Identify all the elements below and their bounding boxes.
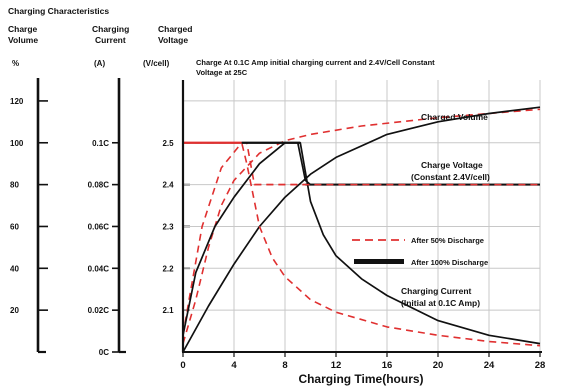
- current-axis-tick-label: 0.06C: [88, 222, 110, 231]
- voltage-axis-header-line2: Voltage: [158, 35, 188, 45]
- voltage-axis-tick-label: 2.4: [162, 181, 174, 190]
- voltage-axis-tick-label: 2.2: [162, 264, 174, 273]
- x-axis-tick-label: 8: [282, 360, 287, 371]
- charging-current-label: Charging Current: [401, 286, 472, 296]
- series-line-charged-volume-50pct: [182, 108, 541, 344]
- chart-annotation-line1: Charge At 0.1C Amp initial charging curr…: [196, 58, 435, 67]
- volume-axis-tick-label: 120: [10, 97, 24, 106]
- current-axis-header-line1: Charging: [92, 24, 129, 34]
- legend-swatch-100-discharge: [354, 259, 404, 264]
- charge-voltage-sublabel: (Constant 2.4V/cell): [411, 172, 490, 182]
- volume-axis-tick-label: 60: [10, 222, 19, 231]
- x-axis-tick-label: 12: [331, 360, 342, 371]
- volume-axis-header-line1: Charge: [8, 24, 38, 34]
- volume-axis-unit: %: [12, 59, 19, 68]
- current-axis-unit: (A): [94, 59, 105, 68]
- charge-voltage-label: Charge Voltage: [421, 160, 483, 170]
- volume-axis-tick-label: 20: [10, 306, 19, 315]
- volume-axis-tick-label: 40: [10, 264, 19, 273]
- volume-axis-header-line2: Volume: [8, 35, 38, 45]
- volume-axis-tick-label: 100: [10, 139, 24, 148]
- series-layer: [182, 106, 541, 353]
- x-axis-tick-label: 16: [382, 360, 393, 371]
- chart-annotation-line2: Voltage at 25C: [196, 68, 248, 77]
- voltage-axis-tick-label: 2.3: [162, 222, 174, 231]
- current-axis-header-line2: Current: [95, 35, 126, 45]
- x-axis-tick-label: 24: [484, 360, 495, 371]
- voltage-axis-tick-label: 2.1: [162, 306, 174, 315]
- x-axis-label: Charging Time(hours): [298, 372, 423, 386]
- series-line-charging-current-50pct: [183, 142, 541, 347]
- charged-volume-label: Charged Volume: [421, 112, 488, 122]
- x-axis-tick-label: 4: [231, 360, 237, 371]
- current-axis-tick-label: 0C: [99, 348, 109, 357]
- legend-label-100-discharge: After 100% Discharge: [411, 258, 488, 267]
- series-line-charged-volume-100pct: [182, 106, 541, 353]
- current-axis-tick-label: 0.1C: [92, 139, 109, 148]
- x-axis-tick-label: 28: [535, 360, 546, 371]
- voltage-axis-unit: (V/cell): [143, 59, 170, 68]
- chart-title: Charging Characteristics: [8, 6, 109, 16]
- voltage-axis-header-line1: Charged: [158, 24, 192, 34]
- current-axis-tick-label: 0.08C: [88, 181, 110, 190]
- current-axis-tick-label: 0.02C: [88, 306, 110, 315]
- x-axis-tick-label: 0: [180, 360, 185, 371]
- volume-axis-tick-label: 80: [10, 181, 19, 190]
- charging-current-sublabel: (Initial at 0.1C Amp): [401, 298, 480, 308]
- legend: After 50% Discharge After 100% Discharge: [352, 236, 488, 267]
- series-line-charging-current-100pct: [183, 141, 541, 345]
- x-axis-tick-label: 20: [433, 360, 444, 371]
- current-axis-tick-label: 0.04C: [88, 264, 110, 273]
- legend-label-50-discharge: After 50% Discharge: [411, 236, 484, 245]
- voltage-axis-tick-label: 2.5: [162, 139, 174, 148]
